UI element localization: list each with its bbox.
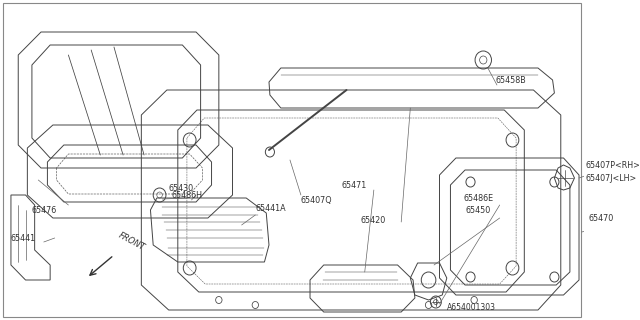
Text: 65430: 65430 bbox=[169, 183, 194, 193]
Text: 65486H: 65486H bbox=[172, 190, 202, 199]
Text: 65471: 65471 bbox=[342, 180, 367, 189]
Text: 65407P<RH>: 65407P<RH> bbox=[586, 161, 640, 170]
Text: 65470: 65470 bbox=[588, 213, 613, 222]
Text: A654001303: A654001303 bbox=[447, 303, 496, 313]
Text: 65420: 65420 bbox=[360, 215, 385, 225]
Text: 65458B: 65458B bbox=[495, 76, 526, 84]
Text: FRONT: FRONT bbox=[116, 230, 147, 252]
Text: 65441A: 65441A bbox=[255, 204, 286, 212]
Text: 65476: 65476 bbox=[32, 205, 57, 214]
Text: 65407Q: 65407Q bbox=[301, 196, 333, 204]
Text: 65407J<LH>: 65407J<LH> bbox=[586, 173, 637, 182]
Text: 65450: 65450 bbox=[465, 205, 490, 214]
Text: 65441: 65441 bbox=[11, 234, 36, 243]
Text: 65486E: 65486E bbox=[463, 194, 493, 203]
